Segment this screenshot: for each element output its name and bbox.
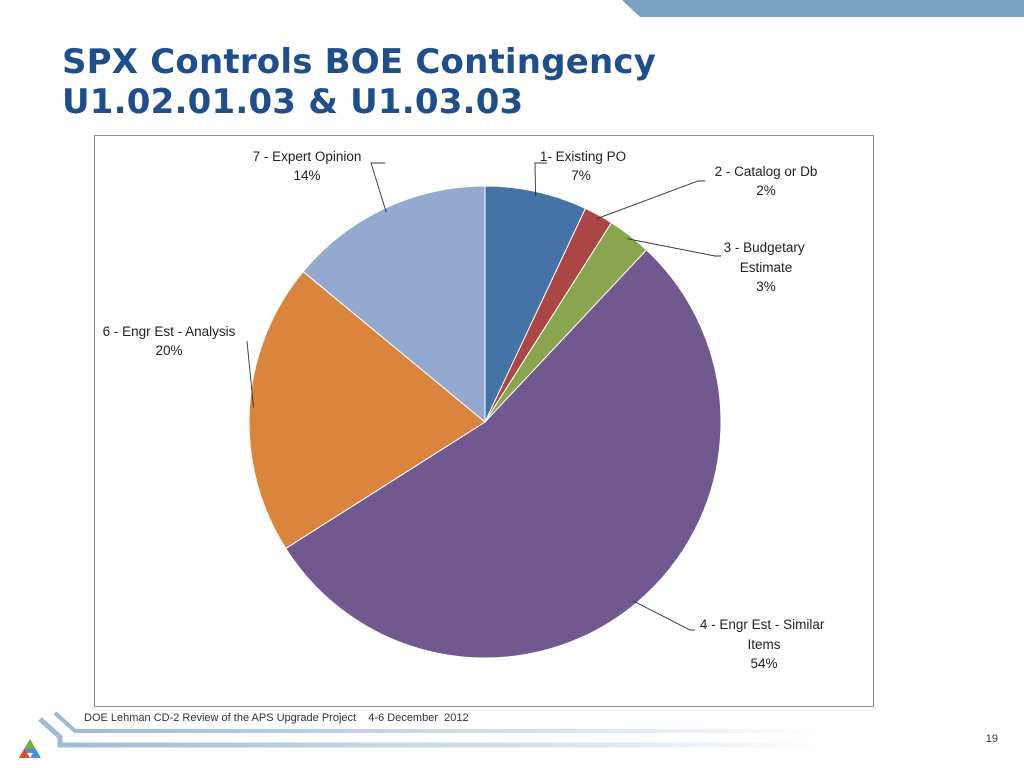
footer-text: DOE Lehman CD-2 Review of the APS Upgrad…	[84, 712, 469, 724]
pie-slice-7-expert-opinion	[302, 185, 486, 424]
pie-slice-4-engr-est-similar-items	[285, 249, 722, 659]
slice-label-existing-po: 1- Existing PO	[540, 149, 626, 164]
slice-label-budgetary-estimate: 3 - Budgetary Estimate	[724, 240, 809, 275]
slice-percent-existing-po: 7%	[571, 168, 591, 183]
slice-label-engr-est-similar-items: 4 - Engr Est - Similar Items	[700, 617, 828, 652]
leader-line-5	[246, 340, 254, 408]
pie-slice-1-existing-po	[484, 185, 587, 423]
footer-decoration	[38, 711, 820, 767]
slice-percent-engr-est-analysis: 20%	[155, 343, 182, 358]
argonne-logo-icon	[19, 739, 41, 758]
slice-percent-expert-opinion: 14%	[293, 168, 320, 183]
slice-label-catalog-or-db: 2 - Catalog or Db	[715, 164, 818, 179]
leader-line-1	[534, 162, 547, 196]
slice-percent-catalog-or-db: 2%	[756, 183, 776, 198]
slice-percent-engr-est-similar-items: 54%	[750, 656, 777, 671]
slice-label-engr-est-analysis: 6 - Engr Est - Analysis	[103, 324, 236, 339]
leader-line-3	[627, 238, 721, 257]
leader-lines	[246, 162, 721, 631]
slice-percent-budgetary-estimate: 3%	[756, 279, 776, 294]
pie-chart: 1- Existing PO 7% 2 - Catalog or Db 2% 3…	[103, 149, 828, 671]
slide-title-line-2: U1.02.01.03 & U1.03.03	[62, 82, 524, 122]
slide-title: SPX Controls BOE Contingency U1.02.01.03…	[62, 42, 656, 122]
pie-slice-6-engr-est-analysis	[248, 270, 486, 550]
pie-chart-frame: 1- Existing PO 7% 2 - Catalog or Db 2% 3…	[94, 135, 874, 707]
leader-line-4	[632, 600, 695, 631]
leader-line-6	[370, 162, 387, 213]
top-accent-bar	[622, 0, 1024, 17]
leader-line-2	[596, 180, 705, 220]
pie-slices	[248, 185, 722, 659]
slide-title-line-1: SPX Controls BOE Contingency	[62, 42, 657, 82]
page-number: 19	[985, 733, 998, 745]
slice-label-expert-opinion: 7 - Expert Opinion	[253, 149, 362, 164]
